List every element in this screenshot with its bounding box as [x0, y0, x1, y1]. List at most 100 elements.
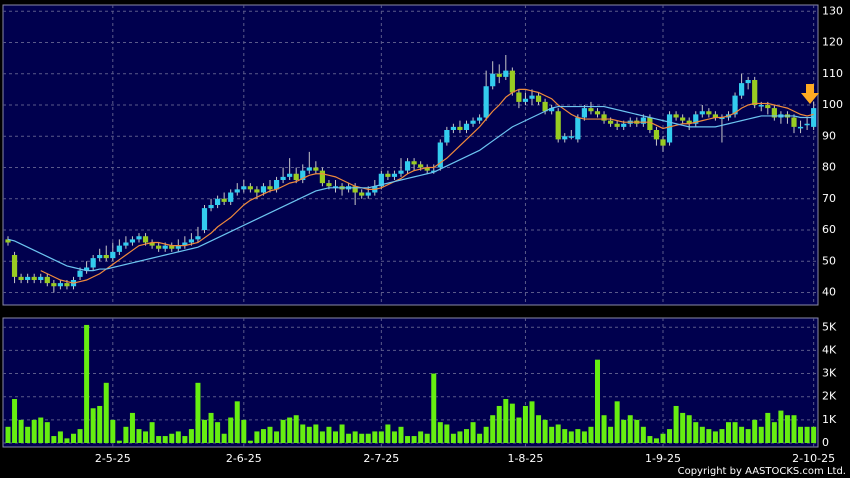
- candle-body: [444, 130, 450, 143]
- volume-bar: [12, 399, 18, 443]
- volume-bar: [405, 436, 411, 443]
- candle-body: [450, 126, 456, 130]
- candle-body: [149, 242, 155, 246]
- volume-bar: [680, 412, 686, 443]
- candle-body: [234, 189, 240, 193]
- volume-bar: [346, 433, 352, 443]
- candle-body: [64, 283, 70, 287]
- volume-bar: [319, 431, 325, 443]
- volume-bar: [411, 436, 417, 443]
- volume-bar: [437, 422, 443, 443]
- candle-body: [404, 161, 411, 171]
- volume-bar: [221, 433, 227, 443]
- candle-body: [51, 283, 57, 287]
- volume-bar: [477, 433, 483, 443]
- volume-bar: [254, 431, 260, 443]
- price-panel: [2, 4, 819, 306]
- candle-body: [588, 108, 594, 112]
- candle-body: [752, 80, 758, 105]
- candle-body: [44, 276, 50, 284]
- volume-bar: [195, 382, 201, 443]
- volume-bar: [522, 405, 528, 443]
- candle-body: [640, 117, 646, 124]
- volume-bar: [719, 429, 725, 443]
- candle-body: [260, 186, 267, 193]
- candle-body: [136, 236, 142, 240]
- candle-body: [97, 255, 103, 259]
- moving-average-line: [40, 88, 814, 284]
- candle-body: [365, 192, 371, 196]
- volume-bar: [549, 426, 555, 443]
- y-tick-label: 3K: [822, 367, 837, 380]
- candle-body: [5, 239, 11, 243]
- volume-bar: [745, 429, 751, 443]
- y-tick-label: 90: [822, 129, 836, 142]
- candle-body: [470, 120, 476, 124]
- volume-bar: [608, 426, 614, 443]
- volume-bar: [614, 401, 620, 443]
- candle-body: [280, 176, 286, 180]
- volume-bar: [31, 419, 37, 443]
- candle-body: [693, 114, 699, 124]
- candle-body: [175, 245, 181, 249]
- volume-bar: [365, 433, 371, 443]
- candle-body: [457, 126, 463, 130]
- candle-body: [719, 117, 725, 119]
- volume-bar: [771, 422, 777, 443]
- candle-body: [116, 245, 122, 252]
- candle-body: [771, 108, 777, 118]
- candle-body: [18, 276, 24, 280]
- candle-body: [359, 192, 365, 196]
- volume-bar: [555, 424, 561, 443]
- volume-bar: [470, 422, 476, 443]
- volume-bar: [182, 436, 188, 443]
- volume-bar: [97, 405, 103, 443]
- y-tick-label: 100: [822, 98, 843, 111]
- volume-bar: [418, 431, 424, 443]
- volume-bar: [359, 433, 365, 443]
- volume-bar: [568, 431, 574, 443]
- y-tick-label: 0: [822, 436, 829, 449]
- candle-body: [162, 245, 168, 249]
- volume-bar: [634, 419, 640, 443]
- volume-bar: [791, 415, 797, 443]
- candle-body: [103, 255, 109, 259]
- volume-bar: [424, 433, 430, 443]
- candle-body: [313, 167, 319, 171]
- copyright: Copyright by AASTOCKS.com Ltd.: [678, 466, 846, 477]
- volume-bar: [123, 426, 129, 443]
- volume-bar: [490, 415, 496, 443]
- volume-bar: [44, 422, 50, 443]
- candle-body: [529, 95, 535, 99]
- candle-body: [621, 123, 627, 127]
- candle-body: [25, 276, 31, 280]
- volume-bar: [726, 422, 731, 443]
- volume-bar: [169, 433, 175, 443]
- volume-bar: [450, 433, 456, 443]
- candle-body: [660, 139, 666, 146]
- y-tick-label: 5K: [822, 320, 837, 333]
- candle-body: [169, 245, 175, 249]
- volume-bar: [431, 373, 437, 443]
- volume-bar: [247, 440, 253, 443]
- volume-bar: [496, 405, 502, 443]
- volume-bar: [503, 399, 509, 443]
- volume-bar: [575, 429, 581, 443]
- candle-body: [797, 126, 804, 129]
- candle-body: [745, 80, 751, 84]
- candle-body: [516, 92, 522, 102]
- volume-bar: [758, 426, 764, 443]
- candle-body: [647, 117, 653, 130]
- volume-bar: [57, 431, 63, 443]
- volume-bar: [188, 429, 194, 443]
- volume-bar: [739, 426, 745, 443]
- volume-bar: [38, 417, 44, 443]
- candle-body: [483, 86, 489, 118]
- candle-body: [385, 173, 391, 177]
- candle-body: [254, 189, 260, 193]
- candle-body: [503, 70, 509, 77]
- volume-bar: [385, 424, 391, 443]
- x-tick-label: 2-5-25: [95, 452, 131, 465]
- volume-bar: [667, 429, 673, 443]
- volume-bar: [798, 426, 804, 443]
